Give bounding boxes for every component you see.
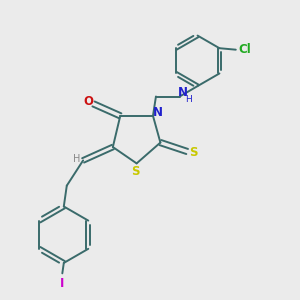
Text: S: S [131,165,140,178]
Text: S: S [189,146,198,160]
Text: Cl: Cl [238,43,251,56]
Text: N: N [178,86,188,99]
Text: I: I [60,277,64,290]
Text: H: H [74,154,81,164]
Text: N: N [152,106,162,119]
Text: H: H [185,95,192,104]
Text: O: O [83,95,93,108]
